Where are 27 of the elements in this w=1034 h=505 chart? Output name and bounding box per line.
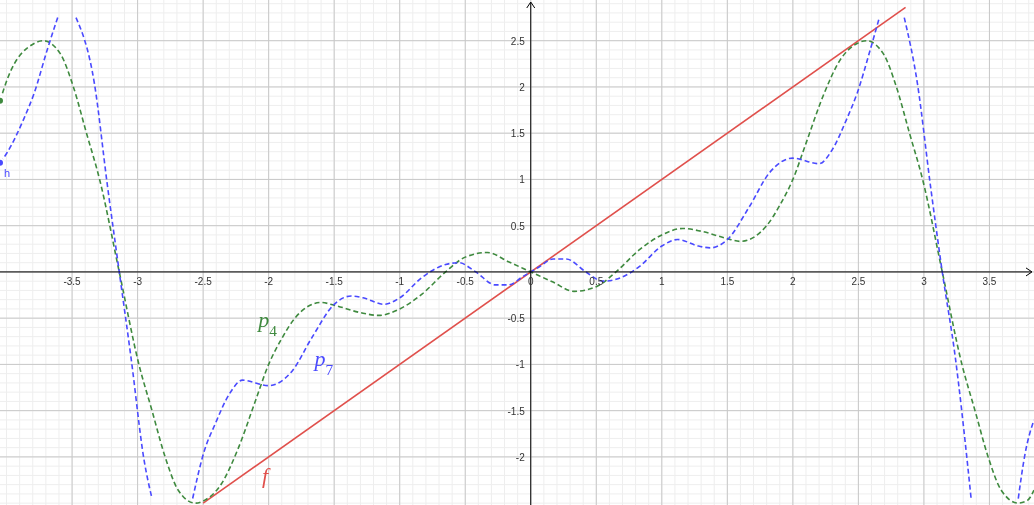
y-tick-label: 2.5 — [510, 35, 526, 47]
y-tick-label: -1.5 — [507, 405, 526, 417]
x-tick-label: 3.5 — [982, 275, 997, 287]
x-tick-label: -2.5 — [194, 275, 213, 287]
x-tick-label: -3.5 — [63, 275, 82, 287]
y-tick-label: -2 — [515, 451, 526, 463]
x-tick-label: -1.5 — [325, 275, 344, 287]
x-tick-label: -1 — [395, 275, 405, 287]
x-tick-label: 1 — [659, 275, 666, 287]
y-tick-label: 0.5 — [510, 220, 526, 232]
series-label: f — [262, 462, 272, 488]
x-tick-label: -2 — [264, 275, 274, 287]
x-tick-label: 2.5 — [851, 275, 866, 287]
x-tick-label: 3 — [921, 275, 928, 287]
y-tick-label: -1 — [515, 359, 526, 371]
annotation: h — [4, 166, 11, 179]
y-tick-label: 1.5 — [510, 128, 526, 140]
y-tick-label: -0.5 — [507, 313, 526, 325]
x-tick-label: 1.5 — [720, 275, 735, 287]
y-tick-label: 1 — [519, 174, 526, 186]
series-label: p$_{7}$ — [312, 346, 334, 378]
x-tick-label: -3 — [133, 275, 143, 287]
x-tick-label: 0.5 — [589, 275, 604, 287]
x-tick-label: -0.5 — [456, 275, 475, 287]
series-label: p$_{4}$ — [256, 307, 278, 339]
y-tick-label: 2 — [519, 81, 526, 93]
x-tick-label: 2 — [790, 275, 797, 287]
